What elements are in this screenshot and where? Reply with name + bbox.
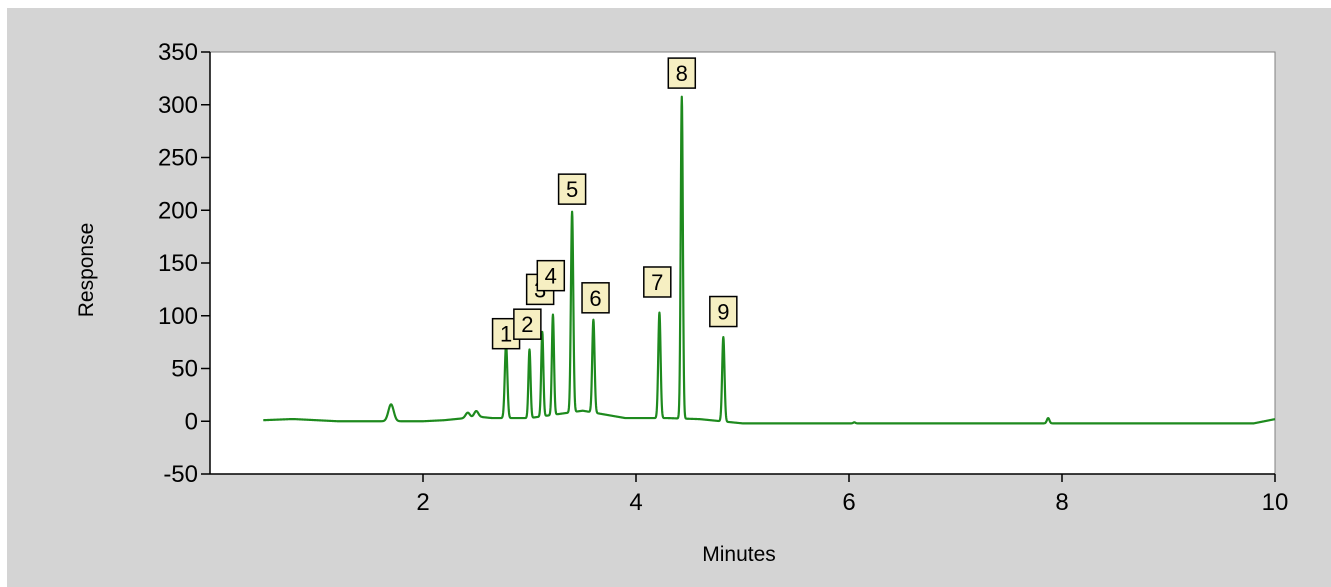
peak-label-box [667,57,697,89]
peak-label-text: 8 [676,61,688,86]
peak-annotations: 123456789 [491,57,738,350]
y-axis-ticks: 350 300 250 200 150 100 50 0 -50 [158,39,210,488]
peak-label-text: 6 [589,286,601,311]
x-tick-label: 4 [629,489,642,516]
y-tick-label: 50 [171,356,198,383]
peak-label-text: 7 [651,270,663,295]
peak-label-text: 1 [500,322,512,347]
peak-label-box [513,308,542,340]
x-tick-label: 6 [842,489,855,516]
peak-label-box [643,266,672,298]
y-tick-label: 100 [158,303,198,330]
peak-label-text: 9 [717,300,729,325]
peak-label: 4 [536,259,566,292]
plot-area [209,51,1276,475]
x-tick-label: 10 [1262,489,1289,516]
y-tick-label: 350 [158,39,198,66]
x-tick-label: 2 [416,489,429,516]
peak-label-text: 4 [545,264,557,289]
x-axis-ticks: 2 4 6 8 10 [416,474,1288,516]
peak-label-box [709,295,738,328]
peak-label: 8 [667,57,697,89]
y-tick-label: 200 [158,197,198,224]
chromatogram-trace [262,95,1276,425]
peak-label: 6 [581,282,610,314]
peak-label: 9 [709,295,738,328]
peak-label: 2 [513,308,542,340]
y-axis-title: Response [75,223,98,318]
peak-label-text: 5 [566,177,578,202]
peak-label: 5 [557,173,587,205]
y-tick-label: -50 [163,461,198,488]
peak-label-text: 2 [521,312,533,337]
y-tick-label: 250 [158,145,198,172]
peak-label: 7 [643,266,672,298]
y-tick-label: 150 [158,250,198,277]
peak-label-box [557,173,587,205]
x-axis-title: Minutes [702,543,776,566]
peak-label-box [536,259,566,292]
peak-label-box [581,282,610,314]
x-tick-label: 8 [1055,489,1068,516]
y-tick-label: 0 [185,408,198,435]
y-tick-label: 300 [158,92,198,119]
